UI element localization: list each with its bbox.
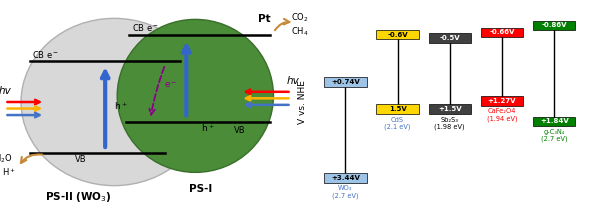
Text: CaFe₂O4
(1.94 eV): CaFe₂O4 (1.94 eV): [487, 108, 517, 122]
Ellipse shape: [117, 19, 273, 172]
FancyBboxPatch shape: [429, 104, 471, 114]
FancyBboxPatch shape: [533, 21, 575, 30]
Text: WO₃
(2.7 eV): WO₃ (2.7 eV): [332, 185, 359, 199]
Text: g-C₃N₄
(2.7 eV): g-C₃N₄ (2.7 eV): [541, 129, 567, 142]
Text: e$^-$: e$^-$: [163, 80, 177, 90]
Text: h$^+$: h$^+$: [114, 100, 128, 112]
Text: -0.66V: -0.66V: [489, 29, 514, 35]
Text: VB: VB: [234, 126, 246, 135]
Text: +1.27V: +1.27V: [488, 98, 516, 104]
Text: CH$_4$: CH$_4$: [291, 26, 309, 38]
FancyBboxPatch shape: [376, 30, 419, 39]
Text: CB e$^-$: CB e$^-$: [32, 49, 58, 60]
FancyBboxPatch shape: [324, 173, 367, 183]
FancyBboxPatch shape: [533, 116, 575, 126]
Text: CO$_2$: CO$_2$: [291, 11, 309, 24]
Text: CdS
(2.1 eV): CdS (2.1 eV): [385, 116, 411, 130]
Text: +1.84V: +1.84V: [540, 118, 569, 124]
Text: 1.5V: 1.5V: [389, 106, 406, 112]
Text: Sb₂S₃
(1.98 eV): Sb₂S₃ (1.98 eV): [435, 116, 465, 130]
Text: PS-II (WO$_3$): PS-II (WO$_3$): [45, 190, 112, 204]
Text: hv: hv: [287, 76, 300, 86]
FancyBboxPatch shape: [481, 96, 523, 105]
Text: Pt: Pt: [258, 14, 271, 24]
Y-axis label: V vs. NHE: V vs. NHE: [297, 80, 307, 124]
Text: +3.44V: +3.44V: [331, 175, 360, 181]
Text: CB e$^-$: CB e$^-$: [132, 22, 159, 33]
Text: VB: VB: [75, 155, 87, 164]
Text: H$_2$O: H$_2$O: [0, 152, 13, 165]
Text: -0.6V: -0.6V: [387, 32, 408, 38]
Text: PS-I: PS-I: [189, 184, 213, 194]
FancyBboxPatch shape: [429, 33, 471, 43]
FancyBboxPatch shape: [324, 78, 367, 87]
Text: h$^+$: h$^+$: [201, 122, 215, 134]
Ellipse shape: [21, 18, 207, 186]
FancyBboxPatch shape: [481, 28, 523, 37]
Text: +1.5V: +1.5V: [438, 106, 462, 112]
Text: H$^+$: H$^+$: [2, 167, 16, 178]
Text: -0.5V: -0.5V: [439, 35, 460, 41]
Text: hv: hv: [0, 86, 11, 96]
FancyBboxPatch shape: [376, 104, 419, 114]
Text: +0.74V: +0.74V: [331, 79, 360, 85]
Text: -0.86V: -0.86V: [542, 22, 567, 28]
